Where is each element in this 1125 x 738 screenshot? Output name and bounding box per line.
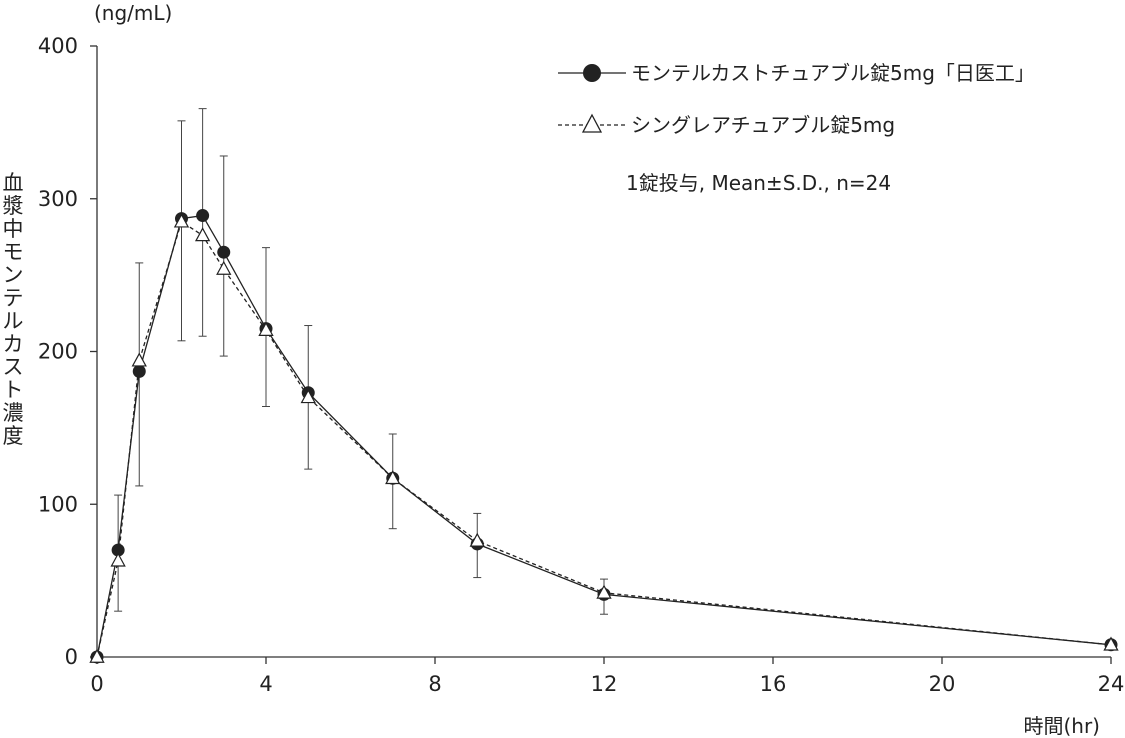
data-point-triangle — [194, 227, 211, 242]
x-axis-label: 時間(hr) — [1023, 714, 1100, 738]
data-point-triangle — [385, 470, 401, 485]
legend-item-series-1: モンテルカストチュアブル錠5mg「日医工」 — [558, 61, 1035, 85]
data-point-circle — [111, 543, 125, 557]
x-tick-label: 4 — [259, 672, 272, 696]
data-point-triangle — [258, 321, 274, 336]
axes: 0 100 200 300 400 0 4 8 12 16 20 24 — [38, 34, 1124, 696]
data-point-triangle — [173, 213, 190, 228]
legend: モンテルカストチュアブル錠5mg「日医工」 シングレアチュアブル錠5mg — [558, 61, 1035, 137]
y-axis-label-char: ス — [3, 355, 24, 379]
data-point-triangle — [300, 389, 316, 404]
data-point-triangle — [469, 532, 485, 547]
y-tick-label: 0 — [65, 645, 78, 669]
y-unit-label: (ng/mL) — [94, 1, 172, 25]
x-tick-label: 16 — [760, 672, 787, 696]
series-line-1 — [96, 214, 1112, 658]
x-tick-label: 0 — [90, 672, 103, 696]
data-point-triangle — [131, 352, 147, 367]
x-tick-label: 8 — [428, 672, 441, 696]
y-axis-label-char: ン — [3, 263, 24, 287]
x-tick-label: 24 — [1098, 672, 1125, 696]
y-axis-label-char: 漿 — [3, 194, 24, 218]
y-axis-label-char: ト — [3, 378, 24, 402]
legend-label-series-1: モンテルカストチュアブル錠5mg「日医工」 — [631, 61, 1035, 85]
dose-annotation: 1錠投与, Mean±S.D., n=24 — [626, 171, 891, 195]
x-tick-label: 12 — [591, 672, 618, 696]
y-axis-label-char: 中 — [3, 217, 24, 241]
y-axis-label-char: 血 — [3, 171, 24, 195]
series-markers — [89, 209, 1119, 664]
y-axis-label-char: モ — [3, 240, 24, 264]
data-point-triangle — [110, 552, 126, 567]
y-axis-label-char: 度 — [3, 424, 24, 448]
data-point-circle — [196, 209, 210, 223]
legend-label-series-2: シングレアチュアブル錠5mg — [631, 113, 895, 137]
series-lines — [96, 214, 1112, 658]
error-bars — [114, 108, 608, 615]
y-axis-label-char: 濃 — [3, 401, 24, 425]
data-point-triangle — [216, 260, 232, 275]
y-tick-label: 200 — [38, 340, 78, 364]
y-axis-label-char: カ — [3, 332, 24, 356]
x-tick-label: 20 — [929, 672, 956, 696]
y-tick-label: 100 — [38, 492, 78, 516]
y-axis-label-char: テ — [3, 286, 24, 310]
data-point-circle — [132, 364, 146, 378]
data-point-triangle — [1103, 636, 1119, 651]
data-point-triangle — [596, 584, 612, 599]
y-axis-label-char: ル — [3, 309, 24, 333]
data-point-triangle — [89, 648, 105, 663]
series-line-2 — [96, 220, 1112, 658]
legend-open-triangle-marker — [581, 113, 603, 133]
y-tick-label: 300 — [38, 187, 78, 211]
legend-filled-circle-marker — [583, 64, 601, 82]
y-tick-label: 400 — [38, 34, 78, 58]
data-point-circle — [217, 245, 231, 259]
legend-item-series-2: シングレアチュアブル錠5mg — [558, 113, 895, 137]
